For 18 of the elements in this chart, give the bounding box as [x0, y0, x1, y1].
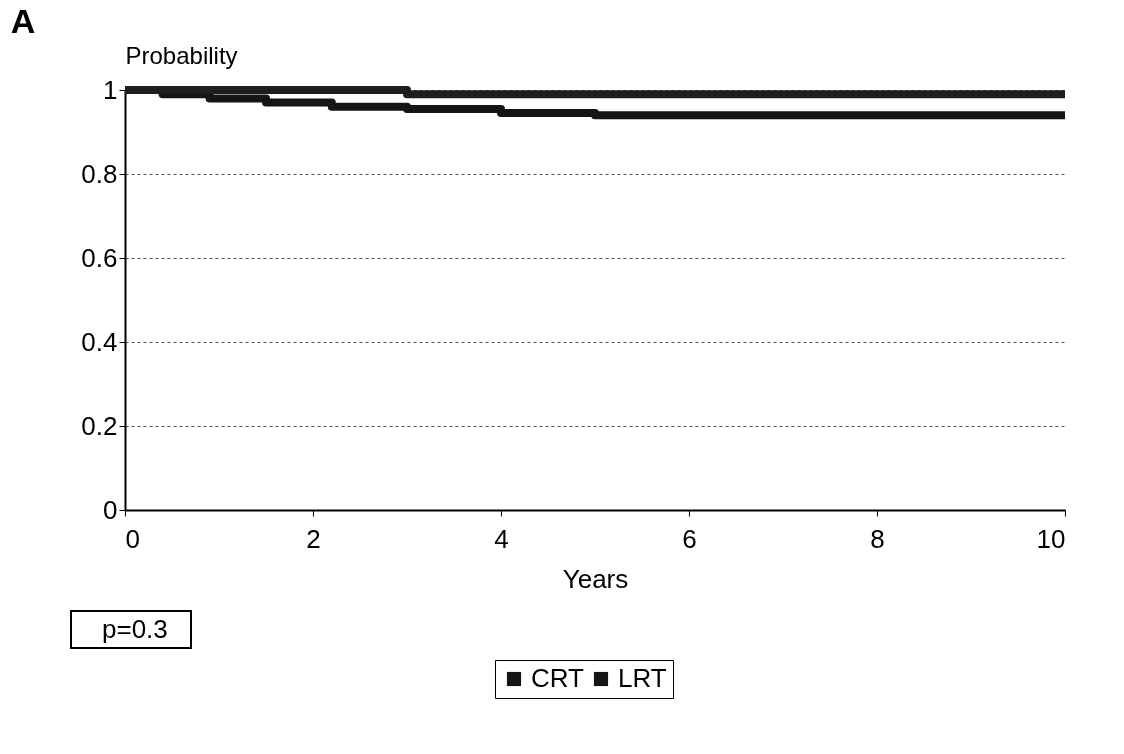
legend-label: CRT — [531, 663, 585, 693]
y-tick-label: 0.4 — [81, 326, 118, 357]
x-tick-label: 2 — [306, 523, 321, 554]
y-tick-label: 0.8 — [81, 158, 118, 189]
y-tick-label: 0.6 — [81, 242, 118, 273]
chart-title: A — [10, 2, 36, 40]
x-tick-label: 8 — [870, 523, 885, 554]
x-axis-title: Years — [562, 563, 629, 594]
y-tick-label: 1 — [103, 74, 118, 105]
y-axis-title: Probability — [125, 41, 238, 69]
y-tick-label: 0 — [103, 494, 118, 525]
x-tick-label: 6 — [682, 523, 697, 554]
x-tick-label: 4 — [494, 523, 509, 554]
x-tick-label: 10 — [1036, 523, 1066, 554]
legend-label: LRT — [618, 663, 667, 693]
x-tick-label: 0 — [125, 523, 140, 554]
text: p=0.3 — [70, 610, 192, 649]
y-tick-label: 0.2 — [81, 410, 118, 441]
